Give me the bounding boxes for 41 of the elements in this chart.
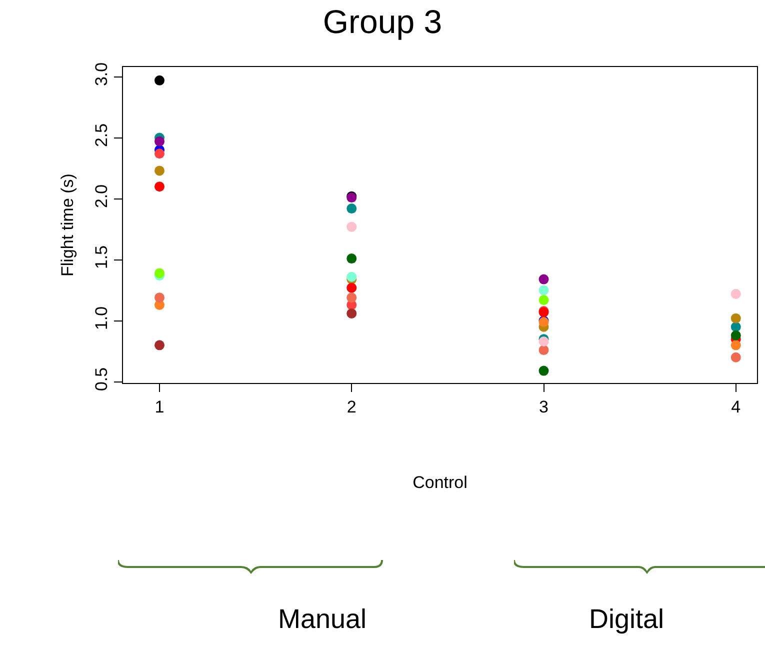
point (346, 254, 357, 264)
point (346, 204, 357, 214)
point (154, 166, 164, 176)
point (346, 272, 357, 282)
point (538, 336, 549, 347)
point (154, 148, 164, 159)
point (346, 282, 357, 293)
y-tick-label: 1.5 (92, 245, 112, 270)
point (538, 345, 549, 356)
point (538, 285, 549, 296)
y-tick-label: 2.5 (92, 123, 112, 148)
point (154, 136, 164, 146)
x-tick-label: 4 (731, 397, 741, 416)
x-axis-title: Control (412, 472, 468, 492)
y-tick-label: 3.0 (92, 62, 112, 86)
text: Manual (278, 604, 367, 634)
point (154, 182, 164, 192)
x-tick-label: 1 (154, 397, 164, 416)
point (346, 292, 357, 303)
point (346, 222, 357, 232)
y-tick-label: 0.5 (92, 367, 112, 392)
point (538, 274, 549, 284)
x-tick-label: 3 (539, 397, 548, 416)
chart-title: Group 3 (322, 2, 442, 40)
text: Digital (589, 604, 664, 634)
y-tick-label: 2.0 (92, 184, 112, 208)
point (346, 308, 357, 318)
point (154, 340, 164, 350)
point (730, 330, 741, 340)
point (154, 75, 164, 86)
y-tick-label: 1.0 (92, 306, 112, 330)
x-tick-label: 2 (346, 397, 356, 416)
point (730, 340, 741, 350)
point (154, 268, 164, 278)
point (730, 313, 741, 324)
point (154, 292, 164, 303)
point (730, 288, 741, 299)
y-axis-title: Flight time (s) (58, 174, 77, 276)
point (538, 295, 549, 306)
point (730, 352, 741, 362)
point (538, 366, 549, 376)
